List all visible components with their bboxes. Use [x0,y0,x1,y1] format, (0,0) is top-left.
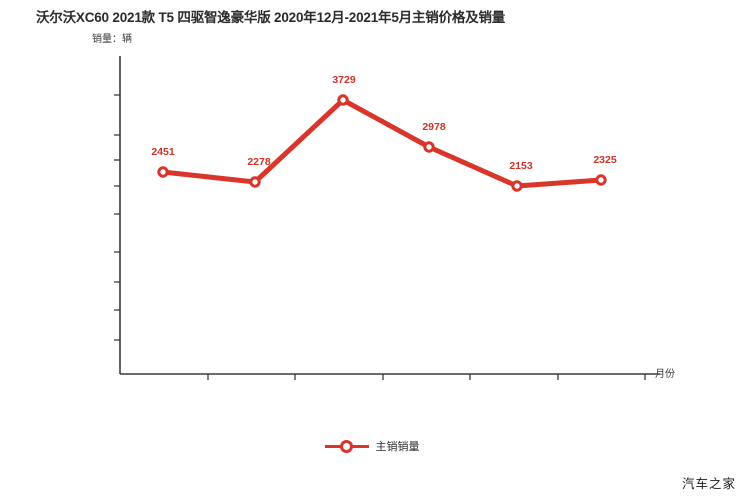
data-point-marker [157,166,169,178]
series-markers [157,94,607,192]
series-line-main [160,97,604,189]
legend-dot-icon [340,439,353,453]
chart-legend: 主销销量 [0,438,744,454]
x-axis-unit-label: 月份 [655,369,675,380]
x-axis-ticks [207,374,646,380]
data-point-marker [249,176,261,188]
y-axis-ticks [114,94,120,341]
data-point-marker [423,141,435,153]
data-label-4: 2153 [509,160,533,172]
chart-title: 沃尔沃XC60 2021款 T5 四驱智逸豪华版 2020年12月-2021年5… [36,10,506,25]
legend-item-label: 主销销量 [375,441,420,453]
data-point-marker [337,94,349,106]
data-point-marker [595,174,607,186]
data-point-marker [511,180,523,192]
data-label-1: 2278 [247,156,271,168]
y-axis-unit-label: 销量：辆 [92,34,132,45]
legend-marker-icon [324,439,369,453]
data-label-2: 3729 [332,74,356,86]
watermark-autohome: 汽车之家 [681,477,736,491]
data-label-0: 2451 [151,146,175,158]
data-label-5: 2325 [593,154,617,166]
data-label-3: 2978 [422,121,446,133]
